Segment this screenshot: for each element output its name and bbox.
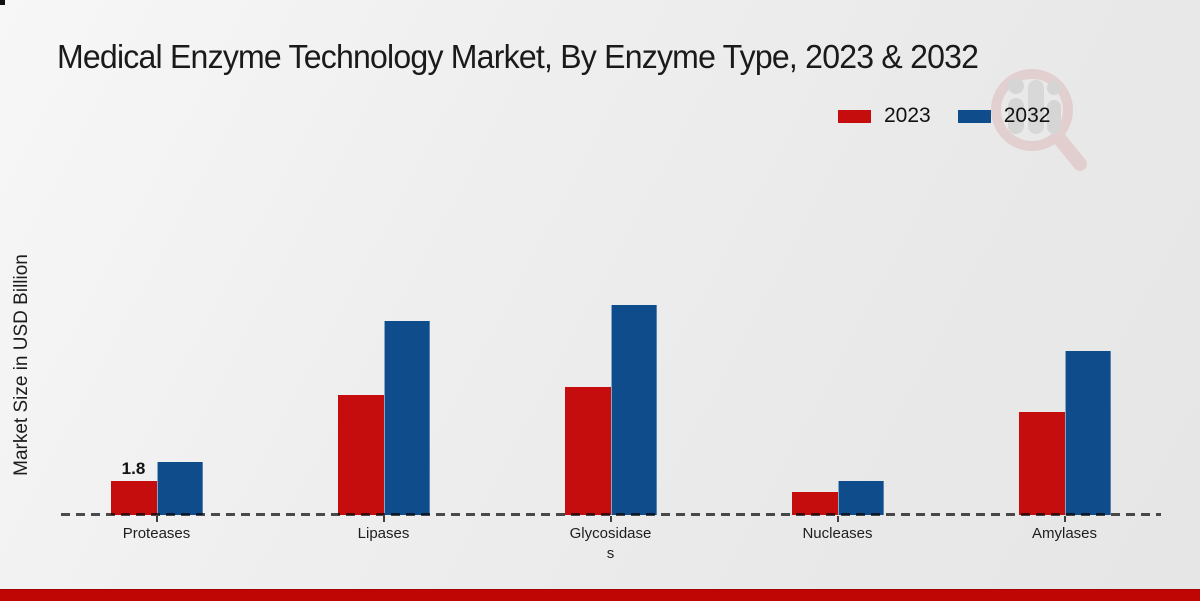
legend-swatch-2023: [838, 109, 871, 123]
x-axis-dashed-baseline: [61, 513, 1161, 516]
x-tick-label-amylases: Amylases: [1031, 525, 1098, 542]
bar-2023-amylases: [1018, 412, 1065, 515]
x-tick-proteases: [155, 516, 158, 522]
bar-2032-amylases: [1064, 351, 1111, 515]
x-tick-label-lipases: Lipases: [357, 525, 410, 542]
x-tick-nucleases: [836, 516, 839, 522]
legend: 2023 2032: [838, 101, 1050, 131]
chart-title: Medical Enzyme Technology Market, By Enz…: [57, 38, 979, 75]
legend-swatch-2032: [957, 109, 991, 123]
bar-2032-lipases: [383, 321, 430, 515]
legend-label-2023: 2023: [884, 104, 931, 127]
x-tick-label-glycosidases: Glycosidase s: [569, 525, 652, 562]
bar-2032-glycosidases: [610, 305, 657, 515]
corner-mark: [0, 0, 5, 5]
footer-accent-bar: [0, 589, 1200, 601]
x-tick-lipases: [382, 516, 385, 522]
x-tick-label-proteases: Proteases: [122, 525, 191, 542]
bar-2023-glycosidases: [564, 387, 611, 515]
legend-label-2032: 2032: [1003, 104, 1051, 127]
magnifier-logo-watermark: [991, 69, 1087, 171]
bar-2023-proteases: [110, 481, 157, 515]
x-tick-glycosidases: [609, 516, 612, 522]
bar-2023-nucleases: [791, 492, 838, 515]
x-tick-amylases: [1063, 516, 1066, 522]
bar-2023-lipases: [337, 395, 384, 515]
bar-2032-nucleases: [837, 481, 884, 515]
bar-2032-proteases: [156, 462, 203, 515]
data-label-2023-proteases: 1.8: [121, 459, 146, 478]
x-tick-label-nucleases: Nucleases: [802, 525, 873, 542]
